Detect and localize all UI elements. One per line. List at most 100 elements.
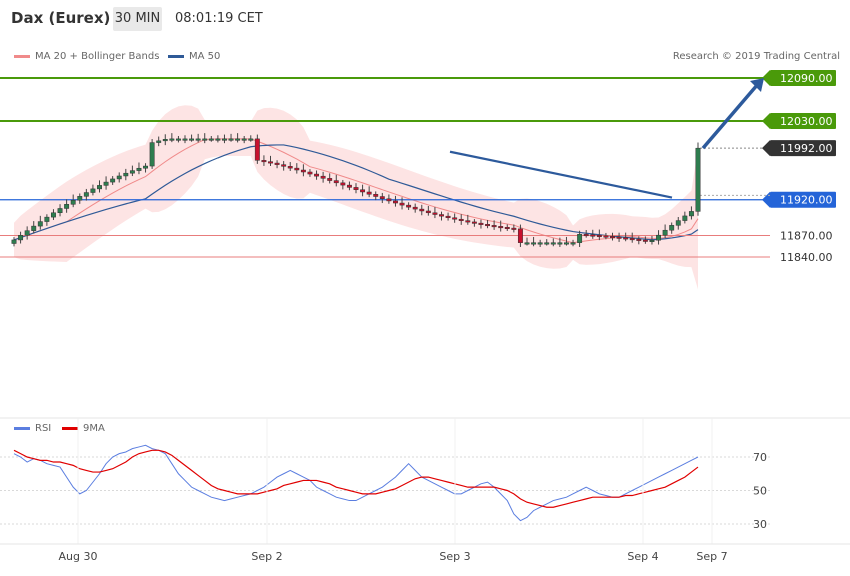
candle-body xyxy=(386,198,392,202)
candle-body xyxy=(143,165,148,169)
candle-body xyxy=(537,242,543,245)
candle-body xyxy=(373,194,379,197)
rsi-ma-line xyxy=(13,449,699,508)
candle-body xyxy=(379,196,385,199)
candle-body xyxy=(97,185,102,190)
x-tick-Sep 2: Sep 2 xyxy=(251,550,282,563)
candle-body xyxy=(83,192,89,197)
candle-body xyxy=(366,191,372,195)
candle-body xyxy=(340,182,346,186)
candle-body xyxy=(110,178,116,183)
candle-body xyxy=(149,142,155,167)
ma50-line xyxy=(13,144,699,241)
candle-body xyxy=(222,138,227,141)
candle-body xyxy=(616,236,622,239)
candle-body xyxy=(11,239,17,244)
candle-body xyxy=(156,140,162,143)
candle-body xyxy=(406,204,412,208)
candle-body xyxy=(90,188,96,193)
candle-body xyxy=(432,212,438,215)
level-label-pointer-11920.00 xyxy=(762,191,770,208)
candle-body xyxy=(116,175,122,180)
candle-body xyxy=(215,138,221,141)
rsi-legend: RSI xyxy=(14,423,51,434)
candle-body xyxy=(300,169,306,173)
candle-body xyxy=(471,221,477,224)
candle-body xyxy=(268,161,273,164)
candle-body xyxy=(524,242,530,245)
timestamp: 08:01:19 CET xyxy=(175,11,263,26)
level-label-bg-12090.00 xyxy=(770,70,836,86)
candle-body xyxy=(169,138,175,141)
timeframe-button[interactable]: 30 MIN xyxy=(113,7,162,31)
rsi-ma-legend: 9MA xyxy=(62,423,105,434)
x-tick-Aug 30: Aug 30 xyxy=(59,550,98,563)
candle-body xyxy=(261,160,267,163)
candle-body xyxy=(77,196,83,201)
candle-body xyxy=(695,147,701,212)
candle-body xyxy=(51,212,56,218)
candle-body xyxy=(485,224,490,227)
candle-body xyxy=(248,138,254,141)
instrument-title: Dax (Eurex) xyxy=(11,9,111,27)
candle-body xyxy=(346,184,352,188)
ma20-swatch xyxy=(14,54,30,58)
candle-body xyxy=(18,235,24,241)
candle-body xyxy=(629,238,635,241)
legend-ma20: MA 20 + Bollinger Bands xyxy=(14,51,159,62)
rsi-ma-legend-label: 9MA xyxy=(83,423,105,434)
candle-body xyxy=(314,173,319,177)
candle-body xyxy=(327,178,333,181)
candle-body xyxy=(412,206,418,210)
candle-body xyxy=(333,180,339,184)
candle-body xyxy=(274,162,280,165)
rsi-ma-swatch xyxy=(62,426,78,430)
candle-body xyxy=(235,138,241,141)
candle-body xyxy=(642,239,648,242)
candle-body xyxy=(649,239,655,242)
candle-body xyxy=(583,234,589,237)
candle-body xyxy=(688,211,694,217)
candle-body xyxy=(37,221,43,227)
chart-header: Dax (Eurex) 30 MIN 08:01:19 CET xyxy=(0,0,850,38)
candle-body xyxy=(557,242,563,245)
candle-body xyxy=(320,175,326,179)
candle-body xyxy=(531,242,537,245)
candle-body xyxy=(307,171,313,175)
rsi-line xyxy=(13,444,699,522)
candle-body xyxy=(498,226,504,229)
candle-body xyxy=(478,222,484,225)
x-tick-Sep 3: Sep 3 xyxy=(439,550,470,563)
candle-body xyxy=(70,199,76,205)
candle-body xyxy=(610,236,615,239)
candle-body xyxy=(603,235,609,238)
level-label-11920.00: 11920.00 xyxy=(780,194,833,207)
target-arrow xyxy=(701,82,760,150)
candle-body xyxy=(675,220,681,226)
candle-body xyxy=(24,230,30,236)
x-tick-Sep 7: Sep 7 xyxy=(696,550,727,563)
level-label-bg-11992.00 xyxy=(770,140,836,157)
level-label-pointer-12030.00 xyxy=(762,112,770,129)
candle-body xyxy=(465,220,471,223)
candle-body xyxy=(419,208,425,212)
candle-body xyxy=(596,235,602,238)
candle-body xyxy=(287,166,293,169)
candle-body xyxy=(669,225,675,231)
candle-body xyxy=(162,139,168,142)
level-label-12030.00: 12030.00 xyxy=(780,115,833,128)
candle-body xyxy=(452,217,458,220)
candle-body xyxy=(491,225,497,228)
legend-ma50: MA 50 xyxy=(168,51,220,62)
candle-body xyxy=(511,227,517,230)
level-label-11840.00: 11840.00 xyxy=(780,251,833,264)
candle-body xyxy=(64,204,70,209)
candle-body xyxy=(517,228,523,243)
rsi-tick-30: 30 xyxy=(753,518,767,531)
candle-body xyxy=(656,234,661,241)
rsi-swatch xyxy=(14,426,30,430)
candle-body xyxy=(360,189,366,193)
rsi-tick-50: 50 xyxy=(753,485,767,498)
candle-body xyxy=(129,170,135,174)
